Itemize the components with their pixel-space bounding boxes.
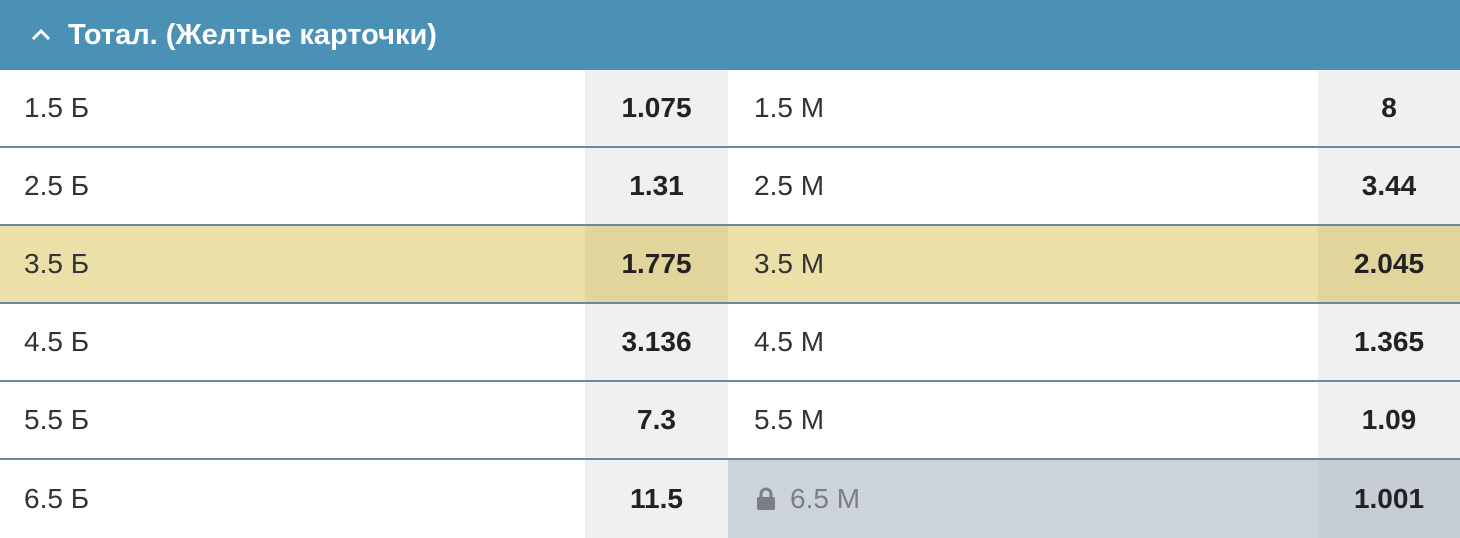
under-label-text: 2.5 М bbox=[754, 170, 825, 201]
under-label: 2.5 М bbox=[728, 148, 1318, 224]
odds-table: 1.5 Б 1.075 1.5 М 8 2.5 Б 1.31 2.5 М 3.44 3.5 Б 1… bbox=[0, 70, 1460, 538]
under-label: 4.5 М bbox=[728, 304, 1318, 380]
collapse-chevron[interactable] bbox=[30, 28, 52, 42]
over-odds[interactable]: 11.5 bbox=[585, 460, 728, 538]
under-label-text: 6.5 М bbox=[790, 483, 861, 514]
under-odds[interactable]: 1.365 bbox=[1318, 304, 1460, 380]
odds-row: 2.5 Б 1.31 2.5 М 3.44 bbox=[0, 148, 1460, 226]
under-label-text: 4.5 М bbox=[754, 326, 825, 357]
odds-row: 1.5 Б 1.075 1.5 М 8 bbox=[0, 70, 1460, 148]
over-odds[interactable]: 1.075 bbox=[585, 70, 728, 146]
under-label: 5.5 М bbox=[728, 382, 1318, 458]
over-label: 2.5 Б bbox=[24, 170, 90, 201]
odds-row: 5.5 Б 7.3 5.5 М 1.09 bbox=[0, 382, 1460, 460]
under-label: 6.5 М bbox=[728, 460, 1318, 538]
under-odds[interactable]: 1.09 bbox=[1318, 382, 1460, 458]
over-odds[interactable]: 3.136 bbox=[585, 304, 728, 380]
market-title: Тотал. (Желтые карточки) bbox=[68, 18, 437, 51]
market-header[interactable]: Тотал. (Желтые карточки) bbox=[0, 0, 1460, 70]
over-odds[interactable]: 1.31 bbox=[585, 148, 728, 224]
under-label-text: 5.5 М bbox=[754, 404, 825, 435]
odds-row: 6.5 Б 11.5 6.5 М 1.001 bbox=[0, 460, 1460, 538]
odds-row: 3.5 Б 1.775 3.5 М 2.045 bbox=[0, 226, 1460, 304]
under-odds[interactable]: 8 bbox=[1318, 70, 1460, 146]
lock-icon bbox=[757, 487, 775, 510]
over-label: 6.5 Б bbox=[24, 483, 90, 514]
under-label-text: 3.5 М bbox=[754, 248, 825, 279]
under-label-text: 1.5 М bbox=[754, 92, 825, 123]
under-odds[interactable]: 3.44 bbox=[1318, 148, 1460, 224]
under-odds: 1.001 bbox=[1318, 460, 1460, 538]
under-label: 1.5 М bbox=[728, 70, 1318, 146]
odds-row: 4.5 Б 3.136 4.5 М 1.365 bbox=[0, 304, 1460, 382]
over-label: 3.5 Б bbox=[24, 248, 90, 279]
over-label: 5.5 Б bbox=[24, 404, 90, 435]
over-label: 4.5 Б bbox=[24, 326, 90, 357]
under-label: 3.5 М bbox=[728, 226, 1318, 302]
over-label: 1.5 Б bbox=[24, 92, 90, 123]
over-odds[interactable]: 7.3 bbox=[585, 382, 728, 458]
over-odds[interactable]: 1.775 bbox=[585, 226, 728, 302]
under-odds[interactable]: 2.045 bbox=[1318, 226, 1460, 302]
